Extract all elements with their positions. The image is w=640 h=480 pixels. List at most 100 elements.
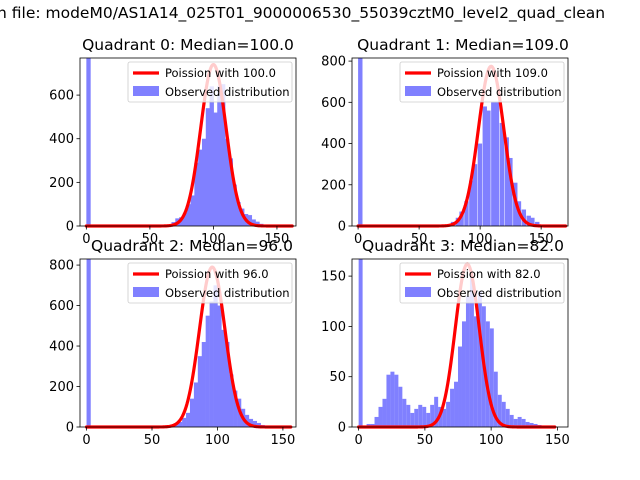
histogram-bar	[186, 204, 192, 226]
histogram-bar	[422, 406, 427, 427]
histogram-bar	[193, 382, 199, 427]
histogram-bar	[493, 371, 498, 427]
x-tick-label: 0	[82, 232, 90, 247]
legend-label-poisson: Poission with 82.0	[437, 267, 541, 281]
histogram-bar	[461, 321, 466, 427]
y-tick-label: 0	[338, 421, 346, 436]
histogram-bar	[201, 138, 207, 226]
y-tick-label: 400	[49, 340, 74, 355]
histogram-bar	[426, 412, 431, 427]
y-tick-label: 200	[49, 176, 74, 191]
histogram-bar	[194, 162, 199, 226]
legend-box	[127, 262, 293, 304]
histogram-bar	[505, 408, 510, 427]
histogram-bar	[489, 328, 494, 427]
x-tick-label: 100	[479, 433, 504, 448]
histogram-bar	[535, 221, 540, 226]
histogram-bar	[252, 420, 257, 427]
axes-frame	[79, 57, 297, 227]
axes-frame	[351, 57, 569, 227]
panel-title: Quadrant 2: Median=96.0	[91, 237, 293, 255]
legend-box	[399, 262, 565, 304]
y-tick-label: 400	[49, 132, 74, 147]
histogram-bar	[525, 421, 530, 427]
legend-label-observed: Observed distribution	[165, 85, 290, 99]
plot-area: 0 50 100 150 0 200 400 600 800 Poission with 96.0…	[49, 259, 297, 448]
histogram-bar	[178, 421, 183, 427]
y-tick-label: 200	[49, 380, 74, 395]
legend: Poission with 96.0 Observed distribution	[127, 262, 293, 304]
y-tick-label: 600	[49, 89, 74, 104]
histogram-bar	[236, 202, 241, 226]
x-tick-label: 150	[529, 232, 554, 247]
histogram-bar	[213, 112, 218, 226]
histogram-bar	[217, 305, 222, 427]
panel-title: Quadrant 1: Median=109.0	[357, 36, 569, 54]
histogram-bar	[205, 315, 210, 427]
y-tick-label: 400	[321, 137, 346, 152]
histogram-bar	[509, 414, 514, 427]
histogram-bar	[217, 86, 222, 226]
panel-quadrant-3: Quadrant 3: Median=82.0 0 50 100 150 0 50 100 1…	[321, 237, 570, 448]
histogram-bar	[221, 329, 226, 427]
legend: Poission with 82.0 Observed distribution	[399, 262, 565, 304]
histogram-bar	[402, 398, 407, 427]
histogram-bar	[469, 276, 474, 427]
histogram-bar	[450, 388, 455, 427]
legend: Poission with 109.0 Observed distribution	[399, 61, 565, 103]
y-tick-label: 50	[329, 370, 346, 385]
histogram-bar	[209, 301, 214, 427]
histogram-bar	[229, 374, 234, 427]
legend-label-observed: Observed distribution	[437, 85, 562, 99]
histogram-bar	[201, 341, 206, 427]
histogram-bar	[517, 416, 522, 427]
histogram-bar	[504, 137, 509, 226]
histogram-bar	[491, 102, 496, 226]
histogram-bar	[182, 212, 188, 226]
plot-area: 0 50 100 150 0 50 100 150 Poission with 82.0 Obse…	[321, 258, 570, 448]
histogram-bar	[486, 110, 491, 226]
histogram-bar	[530, 217, 535, 226]
histogram-bar	[182, 417, 187, 427]
histogram-bar	[394, 374, 399, 427]
histogram-bar	[374, 416, 379, 427]
histogram-bar	[358, 58, 363, 226]
histogram-bar	[255, 221, 260, 226]
histogram-bar	[382, 398, 387, 427]
histogram-bar	[477, 291, 482, 427]
y-tick-label: 150	[321, 270, 346, 285]
histogram-bar	[398, 386, 403, 427]
histogram-bar	[459, 211, 464, 226]
histogram-bar	[221, 84, 226, 227]
x-tick-label: 100	[201, 232, 226, 247]
x-tick-label: 150	[265, 232, 290, 247]
histogram-bar	[501, 401, 506, 427]
histogram-bar	[508, 157, 513, 226]
histogram-bar	[228, 158, 233, 226]
histogram-bar	[497, 394, 502, 427]
histogram-bar	[248, 418, 254, 427]
legend-label-poisson: Poission with 109.0	[437, 66, 548, 80]
histogram-bar	[197, 356, 203, 427]
histogram-bar	[390, 371, 395, 427]
histogram-bar	[386, 374, 391, 427]
plot-area: 0 50 100 150 0 200 400 600 800 Poission with 109.…	[321, 55, 569, 247]
legend: Poission with 100.0 Observed distribution	[127, 61, 293, 103]
panel-quadrant-0: Quadrant 0: Median=100.0 0 50 100 150 0 200 40…	[49, 36, 297, 247]
x-tick-label: 150	[270, 433, 295, 448]
histogram-bar	[189, 398, 195, 427]
y-tick-label: 200	[321, 178, 346, 193]
histogram-bar	[513, 418, 518, 427]
legend-bar-swatch	[133, 86, 159, 96]
histogram-bar	[482, 106, 487, 226]
histogram-bar	[86, 58, 91, 226]
panel-title: Quadrant 0: Median=100.0	[82, 36, 294, 54]
histogram-bar	[205, 108, 211, 226]
histogram-bar	[499, 122, 505, 226]
y-tick-label: 600	[321, 96, 346, 111]
x-tick-label: 0	[82, 433, 90, 448]
x-tick-label: 50	[142, 232, 159, 247]
histogram-bar	[213, 285, 218, 427]
histogram-bar	[256, 422, 261, 427]
